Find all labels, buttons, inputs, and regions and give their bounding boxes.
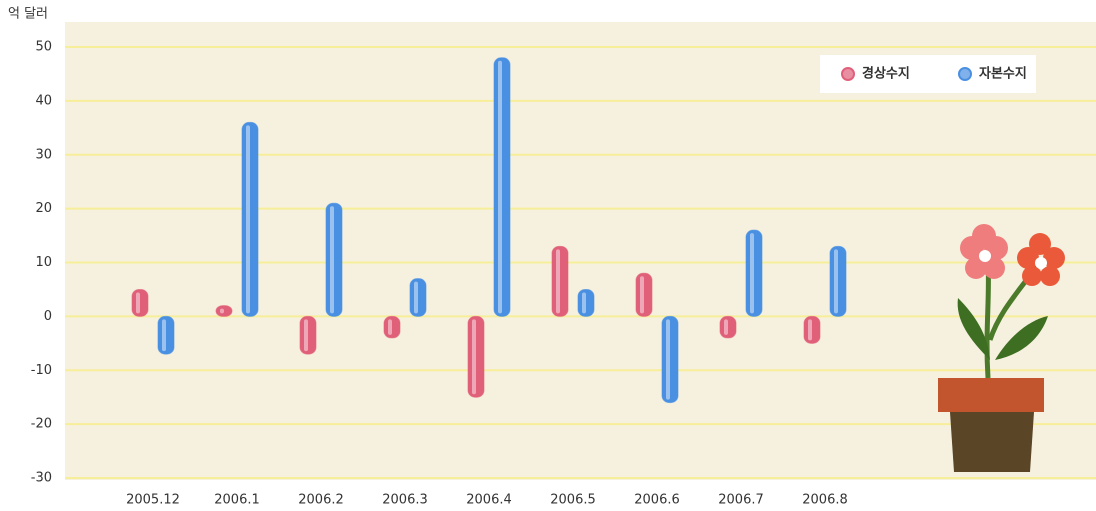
bar — [493, 57, 511, 317]
x-tick-label: 2005.12 — [126, 493, 180, 508]
bar — [299, 315, 317, 355]
y-tick-label: -30 — [31, 471, 52, 486]
y-tick-label: -10 — [31, 363, 52, 378]
y-tick-label: 30 — [35, 147, 52, 162]
bar-highlight — [834, 249, 838, 314]
bar-highlight — [330, 206, 334, 314]
x-tick-label: 2006.4 — [466, 493, 512, 508]
legend-box — [820, 55, 1036, 93]
bar — [325, 202, 343, 317]
bar-highlight — [414, 281, 418, 314]
bar-highlight — [388, 319, 392, 335]
bar-highlight — [666, 319, 670, 400]
y-tick-label: 50 — [35, 40, 52, 55]
bar-highlight — [246, 125, 250, 314]
bar-highlight — [724, 319, 728, 335]
plot-background — [65, 22, 1096, 480]
bar — [215, 305, 233, 317]
bars — [131, 57, 847, 404]
bar — [131, 288, 149, 317]
plant-illustration — [938, 224, 1065, 472]
x-tick-label: 2006.6 — [634, 493, 680, 508]
bar-highlight — [640, 276, 644, 314]
legend-label: 경상수지 — [862, 66, 910, 82]
legend-swatch — [841, 67, 855, 81]
y-tick-label: 10 — [35, 255, 52, 270]
bar-highlight — [556, 249, 560, 314]
y-tick-label: 0 — [44, 309, 52, 324]
bar — [409, 278, 427, 317]
bar — [577, 288, 595, 317]
bar — [829, 245, 847, 317]
x-tick-label: 2006.5 — [550, 493, 596, 508]
bar-highlight — [498, 60, 502, 314]
legend-label: 자본수지 — [979, 67, 1027, 82]
legend-swatch — [958, 67, 972, 81]
x-tick-label: 2006.3 — [382, 493, 428, 508]
bar-highlight — [162, 319, 166, 352]
bar — [551, 245, 569, 317]
bar-highlight — [808, 319, 812, 341]
bar — [383, 315, 401, 339]
bar — [241, 121, 259, 317]
y-axis-label: 억 달러 — [8, 7, 48, 22]
y-tick-label: 20 — [35, 201, 52, 216]
grid: -30 -20 -10 0 10 20 30 40 50 2005.12 2006.1 2006.2 2… — [31, 40, 1096, 508]
bar-highlight — [750, 233, 754, 314]
bar — [635, 272, 653, 317]
bar-highlight — [220, 308, 224, 314]
bar — [719, 315, 737, 339]
bar — [661, 315, 679, 404]
x-tick-label: 2006.8 — [802, 493, 848, 508]
bar-highlight — [472, 319, 476, 395]
x-tick-label: 2006.2 — [298, 493, 344, 508]
y-tick-label: 40 — [35, 93, 52, 108]
y-tick-label: -20 — [31, 417, 52, 432]
x-tick-label: 2006.7 — [718, 493, 764, 508]
bar-highlight — [136, 292, 140, 314]
bar-highlight — [304, 319, 308, 352]
bar — [745, 229, 763, 317]
bar — [803, 315, 821, 344]
bar-highlight — [582, 292, 586, 314]
bar — [467, 315, 485, 398]
x-tick-label: 2006.1 — [214, 493, 260, 508]
bar — [157, 315, 175, 355]
legend: 경상수지 자본수지 — [820, 55, 1036, 93]
